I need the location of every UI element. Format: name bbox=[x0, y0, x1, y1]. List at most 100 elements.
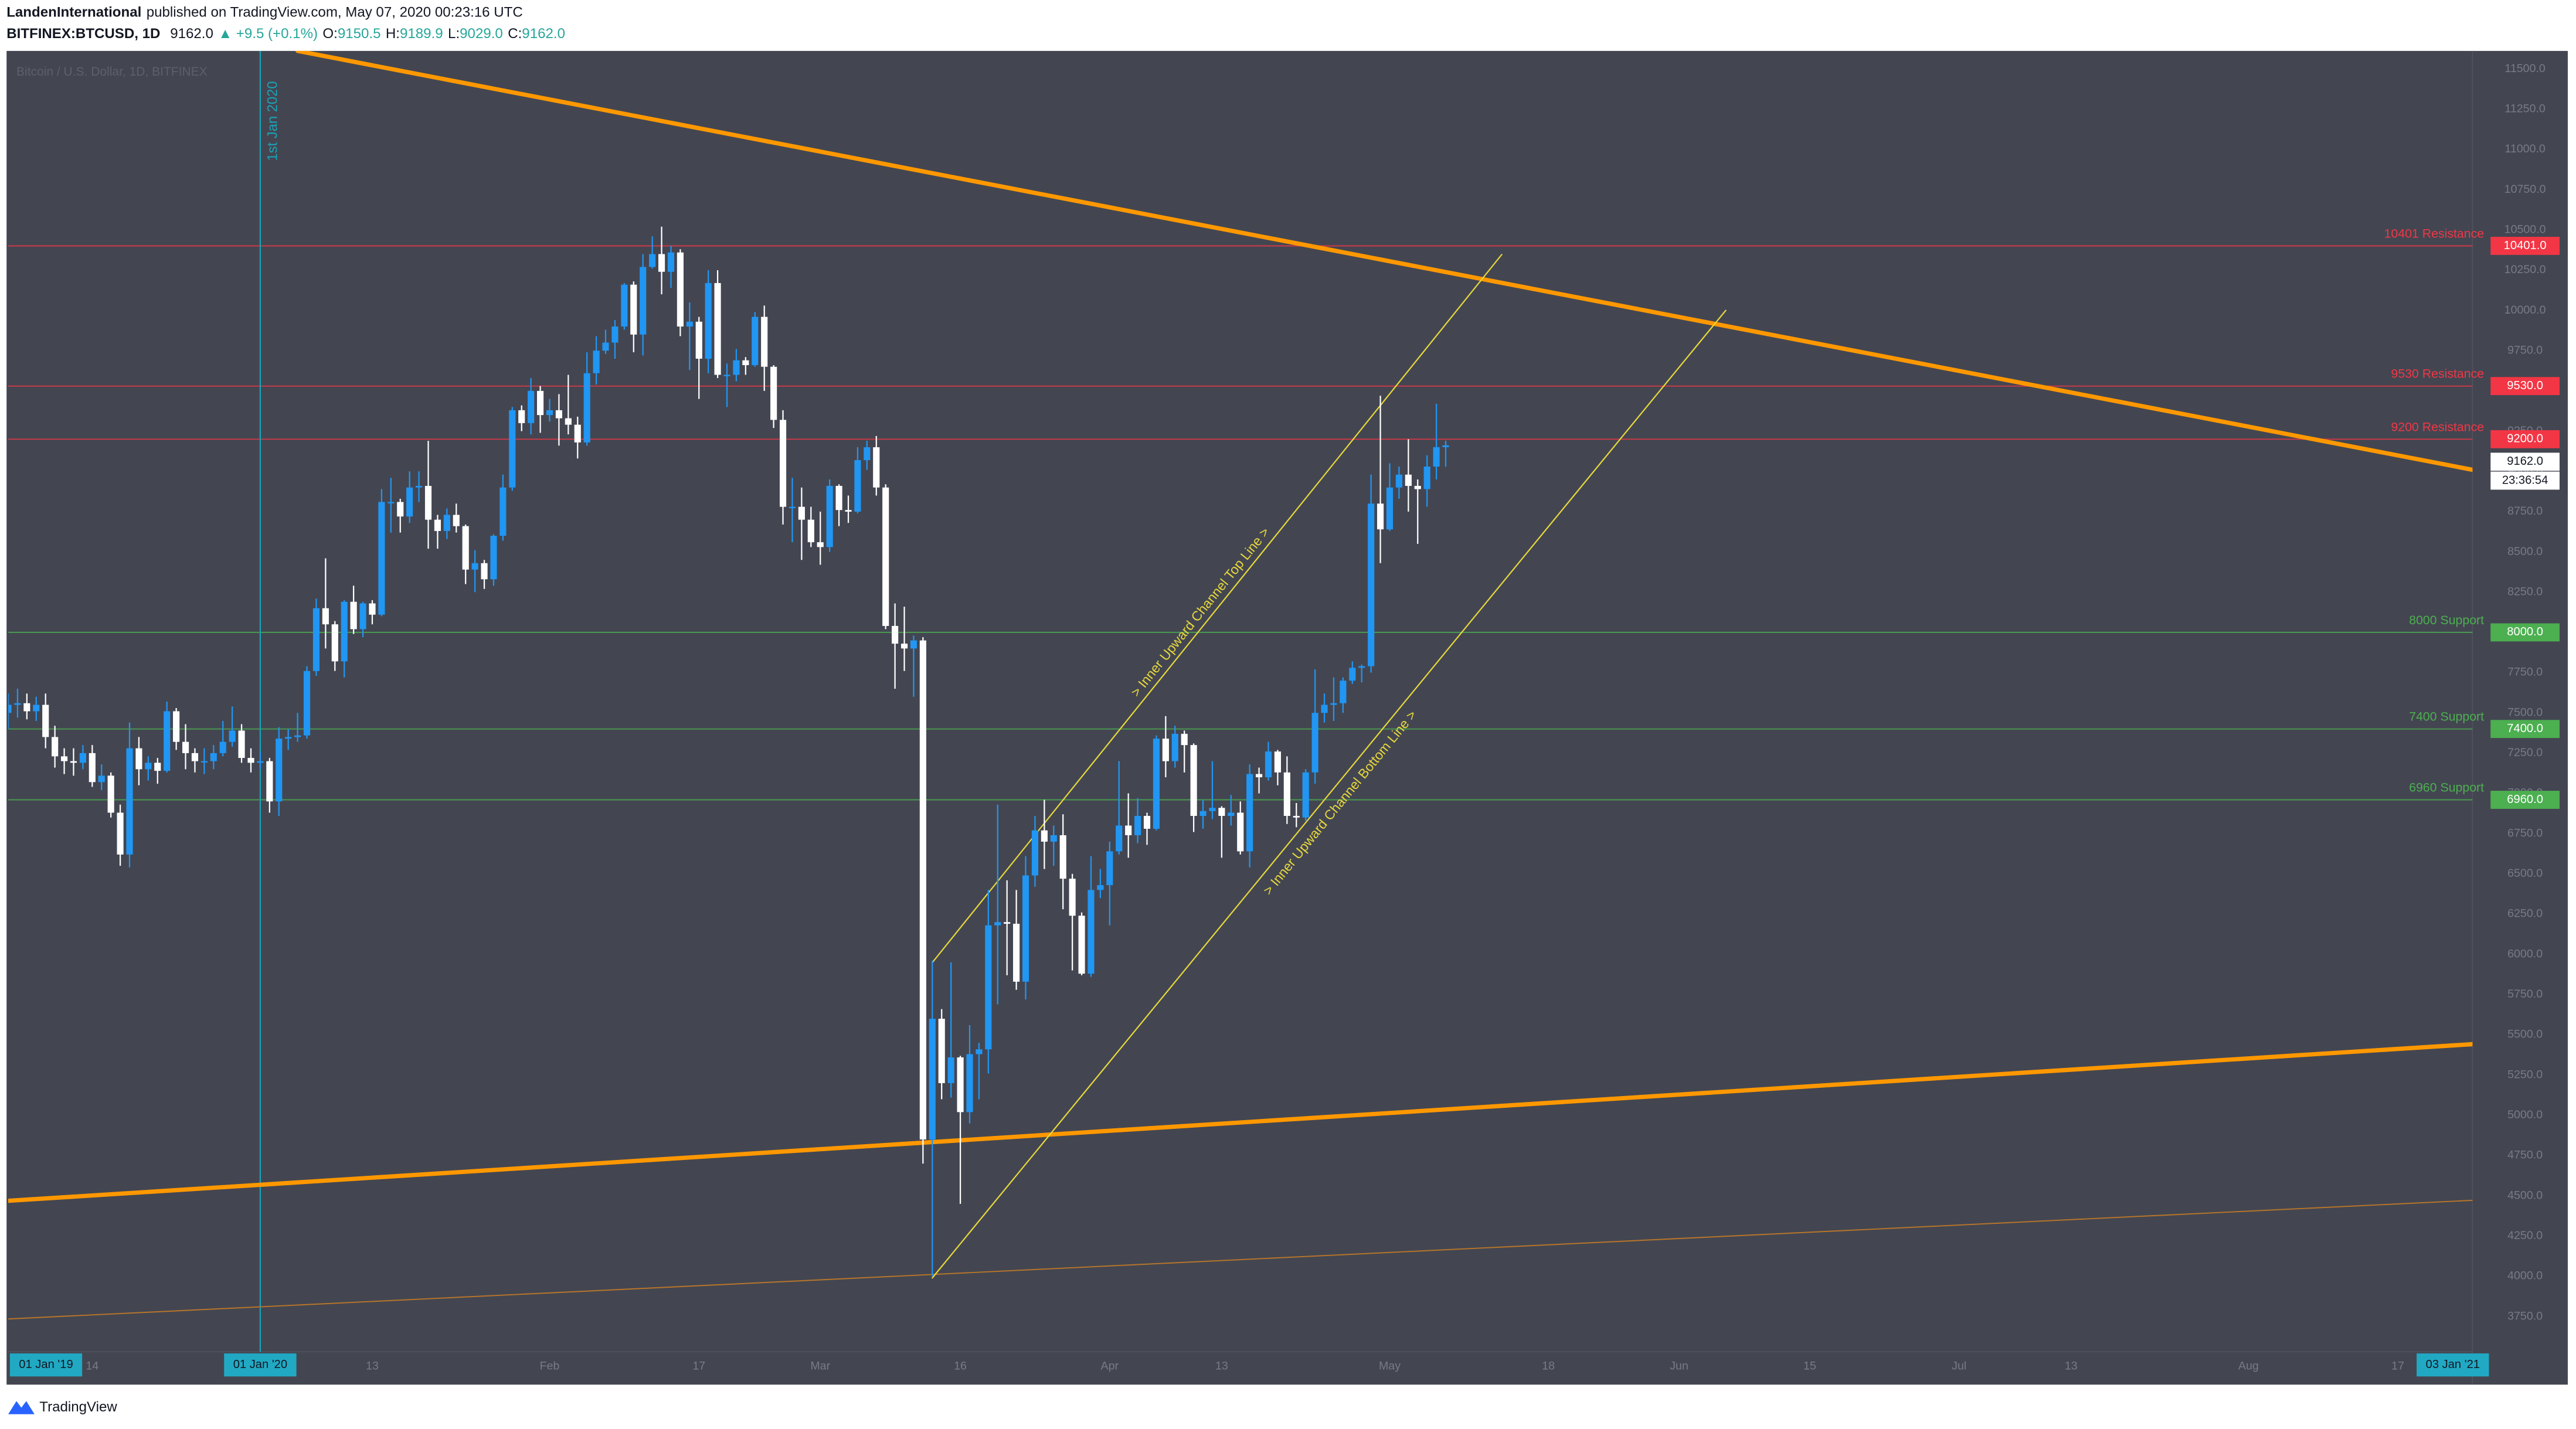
candle-body bbox=[406, 487, 413, 517]
vertical-line-tag: 01 Jan '20 bbox=[233, 1358, 287, 1371]
candle-body bbox=[565, 418, 572, 425]
trendline bbox=[932, 254, 1503, 964]
x-tick-label: Jul bbox=[1952, 1360, 1966, 1373]
x-tick-label: Mar bbox=[810, 1360, 830, 1373]
candle-body bbox=[798, 506, 805, 520]
candle-body bbox=[1265, 751, 1272, 778]
candle-body bbox=[210, 753, 217, 761]
y-tick-label: 5750.0 bbox=[2507, 988, 2543, 1001]
vertical-line-label: 1st Jan 2020 bbox=[265, 81, 281, 161]
candle-body bbox=[1311, 713, 1318, 773]
candle-body bbox=[257, 761, 264, 763]
price-tag bbox=[2490, 430, 2560, 448]
y-tick-label: 9750.0 bbox=[2507, 343, 2543, 356]
y-tick-label: 4000.0 bbox=[2507, 1270, 2543, 1282]
candle-body bbox=[1013, 924, 1020, 982]
tradingview-logo: TradingView bbox=[8, 1399, 117, 1415]
y-tick-label: 11000.0 bbox=[2504, 142, 2546, 155]
price-tag-label: 9530.0 bbox=[2507, 379, 2543, 392]
candle-body bbox=[1190, 745, 1197, 816]
price-tag bbox=[2490, 377, 2560, 396]
candle-body bbox=[1059, 835, 1066, 879]
y-tick-label: 7250.0 bbox=[2507, 746, 2543, 759]
level-name: 6960 Support bbox=[2409, 781, 2484, 795]
y-tick-label: 4500.0 bbox=[2507, 1189, 2543, 1202]
candle-body bbox=[1423, 467, 1430, 489]
level-name: 10401 Resistance bbox=[2384, 226, 2484, 240]
candle-body bbox=[864, 447, 871, 461]
candle-body bbox=[369, 603, 376, 615]
candle-body bbox=[723, 375, 730, 376]
candle-body bbox=[1330, 703, 1337, 705]
candle-body bbox=[1078, 916, 1085, 974]
watermark: Bitcoin / U.S. Dollar, 1D, BITFINEX bbox=[16, 65, 208, 79]
x-tick-label: May bbox=[1379, 1360, 1401, 1373]
edge-date-tag-box bbox=[2417, 1353, 2489, 1377]
candle-body bbox=[742, 360, 749, 365]
candle-body bbox=[229, 730, 236, 742]
ohlc-value: 9150.5 bbox=[338, 26, 381, 42]
candle-body bbox=[985, 925, 992, 1050]
candle-body bbox=[1442, 445, 1449, 447]
level-name: 9200 Resistance bbox=[2391, 420, 2485, 434]
x-tick-label: 16 bbox=[954, 1360, 967, 1373]
candle-body bbox=[910, 640, 917, 649]
edge-date-tag: 03 Jan '21 bbox=[2426, 1358, 2480, 1371]
y-tick-label: 10500.0 bbox=[2504, 223, 2546, 236]
candle-body bbox=[1256, 774, 1263, 778]
candle-body bbox=[1199, 811, 1207, 816]
price-tag-label: 8000.0 bbox=[2507, 625, 2543, 638]
candle-body bbox=[947, 1057, 954, 1083]
candle-body bbox=[331, 624, 338, 662]
x-tick-label: 17 bbox=[2391, 1360, 2404, 1373]
y-tick-label: 6750.0 bbox=[2507, 826, 2543, 839]
candle-body bbox=[957, 1057, 964, 1112]
candle-body bbox=[1433, 447, 1440, 467]
price-tag bbox=[2490, 237, 2560, 255]
brand: TradingView bbox=[39, 1399, 117, 1415]
candle-body bbox=[882, 487, 889, 626]
candle-body bbox=[173, 711, 180, 742]
candle-body bbox=[667, 252, 675, 272]
price-tag bbox=[2490, 720, 2560, 739]
change: ▲ +9.5 (+0.1%) bbox=[218, 26, 318, 42]
candle-body bbox=[1162, 739, 1169, 761]
header-line-1: LandenInternational published on TradingV… bbox=[6, 5, 523, 21]
x-tick-label: Jun bbox=[1670, 1360, 1688, 1373]
y-tick-label: 8750.0 bbox=[2507, 505, 2543, 518]
price-tag bbox=[2490, 791, 2560, 809]
symbol: BITFINEX:BTCUSD, 1D bbox=[6, 26, 160, 42]
price-tag-label: 10401.0 bbox=[2504, 239, 2547, 252]
price: 9162.0 bbox=[170, 26, 213, 42]
candle-body bbox=[70, 761, 77, 763]
vertical-line-tag-box bbox=[224, 1353, 297, 1377]
level-name: 9530 Resistance bbox=[2391, 367, 2485, 381]
candle-body bbox=[705, 283, 712, 359]
candle-body bbox=[341, 601, 348, 662]
candle-body bbox=[182, 741, 189, 753]
edge-date-tag-box bbox=[9, 1353, 83, 1377]
candle-body bbox=[1143, 815, 1151, 829]
candle-body bbox=[276, 739, 283, 802]
candle-body bbox=[593, 351, 600, 373]
candle-body bbox=[1395, 474, 1402, 488]
chart-panel bbox=[6, 50, 2568, 1385]
candle-body bbox=[453, 515, 460, 526]
candle-body bbox=[1283, 772, 1290, 816]
author: LandenInternational bbox=[6, 5, 141, 21]
candle-body bbox=[1041, 830, 1048, 842]
candle-body bbox=[200, 761, 208, 763]
candle-body bbox=[1153, 739, 1160, 829]
candle-body bbox=[546, 410, 553, 416]
x-tick-label: 13 bbox=[1215, 1360, 1228, 1373]
candle-body bbox=[1069, 879, 1076, 916]
y-tick-label: 6500.0 bbox=[2507, 867, 2543, 880]
y-tick-label: 10750.0 bbox=[2504, 183, 2546, 196]
y-tick-label: 6250.0 bbox=[2507, 907, 2543, 920]
candle-body bbox=[1181, 733, 1188, 746]
candle-body bbox=[1228, 812, 1235, 816]
candle-body bbox=[752, 317, 759, 365]
y-tick-label: 3750.0 bbox=[2507, 1309, 2543, 1322]
